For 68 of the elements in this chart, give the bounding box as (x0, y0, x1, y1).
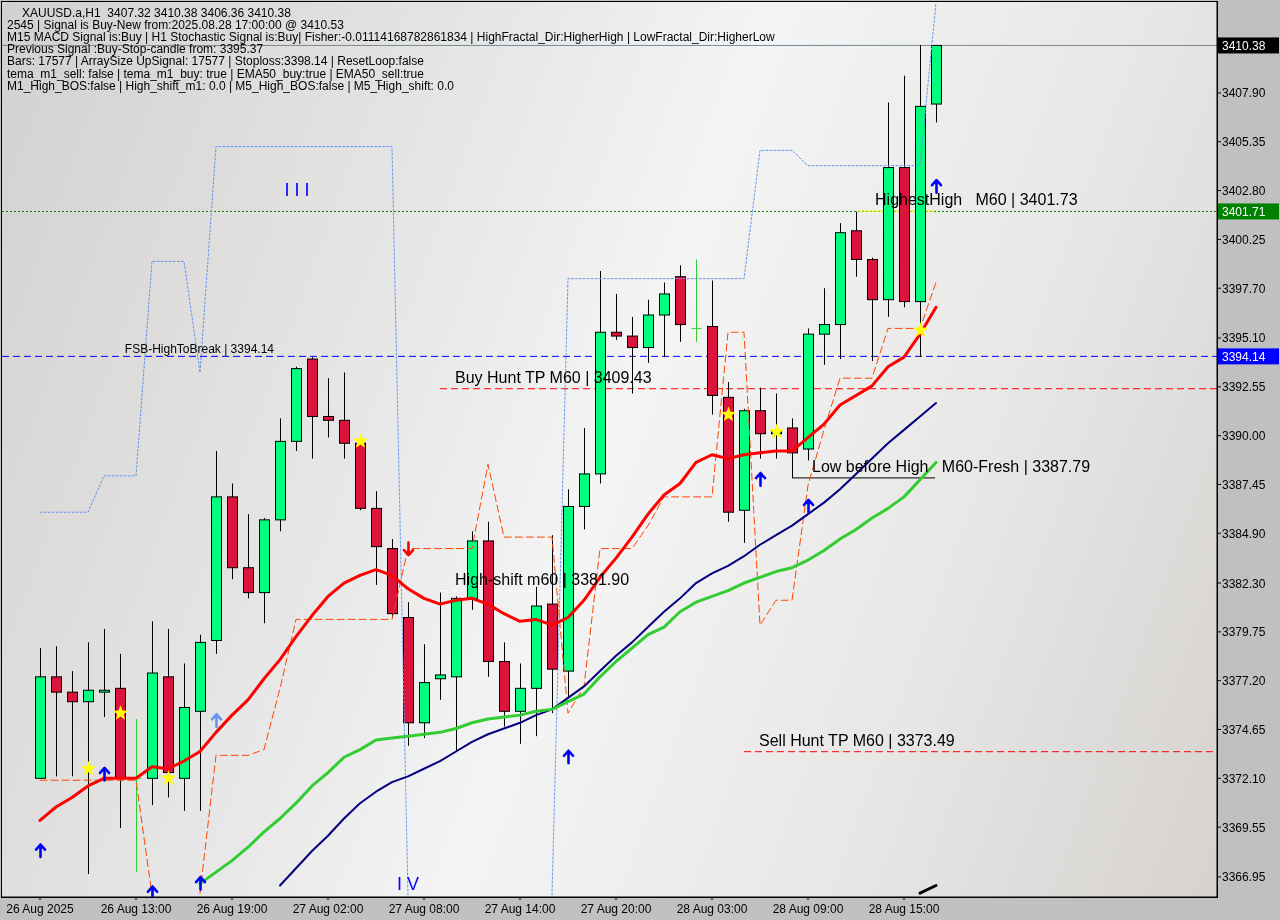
candlestick (435, 592, 446, 701)
y-tick-label: 3392.55 (1222, 380, 1266, 395)
y-tick-label: 3402.80 (1222, 184, 1266, 199)
candlestick (659, 281, 670, 358)
candlestick (51, 645, 62, 777)
candlestick (611, 293, 622, 341)
y-tick-label: 3377.20 (1222, 674, 1266, 689)
candlestick (515, 662, 526, 745)
annotation: Bars: 17577 | ArraySize UpSignal: 17577 | Stoploss:3398.14 | ResetLoop:false (7, 54, 425, 69)
x-tick-label: 28 Aug 15:00 (868, 902, 940, 916)
y-tick-label: 3384.90 (1222, 526, 1266, 541)
y-tick-label: 3372.10 (1222, 771, 1266, 786)
annotation: tema_m1_sell: false | tema_m1_buy: true | EMA50_buy:true | EMA50_sell:true (7, 66, 425, 81)
point (402, 541, 415, 557)
y-tick-label: 3400.25 (1222, 232, 1266, 247)
point (912, 322, 929, 337)
x-tick-label: 27 Aug 02:00 (292, 902, 364, 916)
y-tick-label: 3405.35 (1222, 135, 1266, 150)
point (720, 406, 737, 422)
annotation: Previous Signal :Buy-Stop-candle from: 3395.37 (7, 42, 264, 57)
x-tick-label: 26 Aug 19:00 (196, 902, 268, 916)
ref-line-label: FSB-HighToBreak | 3394.14 (124, 342, 275, 357)
y-tick-label: 3369.55 (1222, 820, 1266, 835)
candlestick (339, 371, 350, 460)
y-tick-label: 3397.70 (1222, 281, 1266, 296)
y-tick-label: 3387.45 (1222, 477, 1266, 492)
candlestick (819, 287, 830, 366)
x-tick-label: 28 Aug 03:00 (676, 902, 748, 916)
candlestick (67, 670, 78, 777)
y-tick-label: 3410.38 (1222, 38, 1266, 53)
point (194, 875, 207, 891)
y-tick-label: 3394.14 (1222, 349, 1266, 364)
annotation: I I I (284, 180, 310, 200)
y-tick-label: 3395.10 (1222, 331, 1266, 346)
point (146, 885, 159, 897)
annotation: I V (396, 874, 420, 894)
point (112, 705, 129, 720)
y-tick-label: 3401.71 (1222, 204, 1266, 219)
x-tick-label: 28 Aug 09:00 (772, 902, 844, 916)
point (754, 471, 767, 487)
point (210, 713, 223, 729)
point (352, 433, 369, 448)
point (34, 843, 47, 859)
y-tick-label: 3382.30 (1222, 576, 1266, 591)
candlestick (323, 377, 334, 439)
annotation: XAUUSD.a,H1 3407.32 3410.38 3406.36 3410.38 (22, 5, 292, 20)
point (80, 760, 97, 776)
x-tick-label: 26 Aug 13:00 (100, 902, 172, 916)
point (768, 423, 785, 439)
candlestick (691, 258, 702, 343)
ref-line-label: Sell Hunt TP M60 | 3373.49 (759, 731, 955, 749)
y-tick-label: 3366.95 (1222, 870, 1266, 885)
candlestick (99, 628, 110, 718)
annotation: M1_High_BOS:false | High_shift_m1: 0.0 | M5_High_BOS:false | M5_High_shift: 0.0 (7, 78, 455, 93)
y-tick-label: 3407.90 (1222, 86, 1266, 101)
x-tick-label: 26 Aug 2025 (6, 902, 75, 916)
point (160, 770, 177, 785)
candlestick (755, 387, 766, 460)
point (802, 498, 815, 514)
x-tick-label: 27 Aug 14:00 (484, 902, 556, 916)
x-tick-label: 27 Aug 08:00 (388, 902, 460, 916)
x-tick-label: 27 Aug 20:00 (580, 902, 652, 916)
annotation: 2545 | Signal is Buy-New from:2025.08.28 17:00:00 @ 3410.53 (7, 17, 345, 32)
point (562, 749, 575, 765)
y-tick-label: 3390.00 (1222, 429, 1266, 444)
point (98, 766, 111, 782)
y-tick-label: 3379.75 (1222, 625, 1266, 640)
y-tick-label: 3374.65 (1222, 722, 1266, 737)
